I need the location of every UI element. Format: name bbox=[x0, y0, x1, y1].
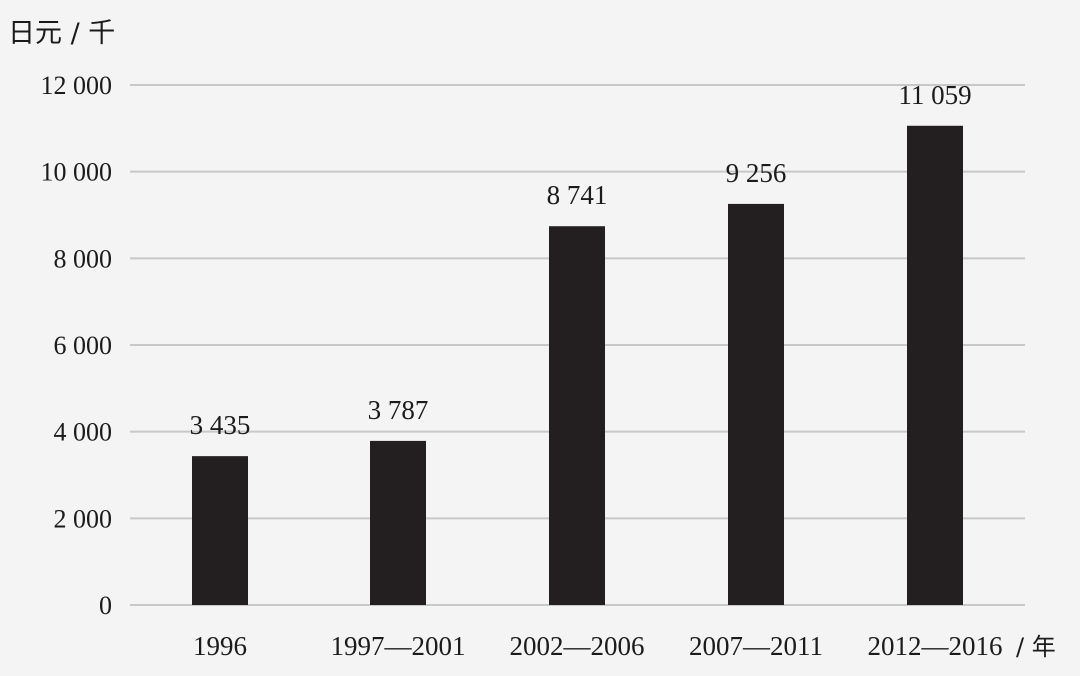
y-tick-label: 10 000 bbox=[41, 158, 113, 187]
bar-value-label: 8 741 bbox=[547, 180, 608, 210]
bar-value-label: 11 059 bbox=[898, 80, 971, 110]
labels: 0 2 000 4 000 6 000 8 000 10 000 12 000 3 435 19… bbox=[41, 71, 1003, 661]
x-tick-label: 2002—2006 bbox=[510, 631, 645, 661]
y-tick-label: 4 000 bbox=[54, 418, 113, 447]
bar bbox=[549, 226, 605, 605]
bar bbox=[907, 125, 963, 605]
y-tick-label: 2 000 bbox=[54, 504, 113, 533]
y-tick-label: 0 bbox=[99, 591, 112, 620]
bar-value-label: 3 435 bbox=[190, 410, 251, 440]
bar-value-label: 3 787 bbox=[368, 395, 429, 425]
bar-value-label: 9 256 bbox=[726, 158, 787, 188]
x-tick-label: 1996 bbox=[193, 631, 247, 661]
x-tick-label: 2007—2011 bbox=[689, 631, 823, 661]
bars bbox=[192, 125, 963, 605]
y-tick-label: 8 000 bbox=[54, 244, 113, 273]
y-tick-label: 6 000 bbox=[54, 331, 113, 360]
bar bbox=[192, 456, 248, 605]
x-tick-label: 2012—2016 bbox=[868, 631, 1003, 661]
y-axis-title: 日元 / 千 bbox=[8, 18, 115, 49]
y-tick-label: 12 000 bbox=[41, 71, 113, 100]
x-tick-label: 1997—2001 bbox=[331, 631, 466, 661]
bar bbox=[728, 203, 784, 605]
bar bbox=[370, 440, 426, 605]
x-axis-unit: / 年 bbox=[1016, 633, 1056, 661]
